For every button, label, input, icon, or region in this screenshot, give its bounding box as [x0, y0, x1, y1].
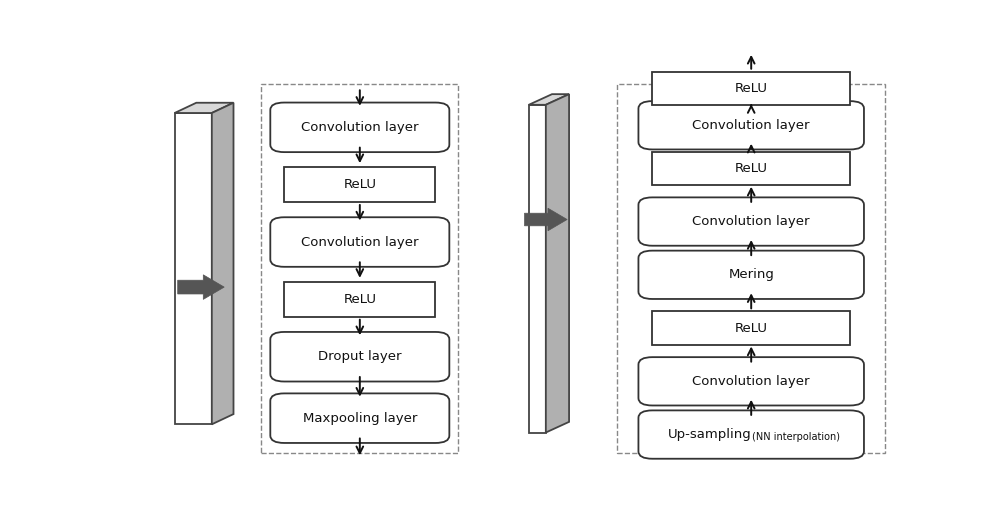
FancyBboxPatch shape [638, 251, 864, 299]
Polygon shape [525, 208, 567, 231]
FancyBboxPatch shape [270, 332, 449, 381]
Text: ReLU: ReLU [735, 321, 768, 335]
Polygon shape [546, 94, 569, 433]
Text: Mering: Mering [728, 268, 774, 281]
Text: Convolution layer: Convolution layer [692, 215, 810, 228]
FancyBboxPatch shape [270, 393, 449, 443]
Text: Convolution layer: Convolution layer [692, 119, 810, 132]
FancyBboxPatch shape [638, 101, 864, 149]
FancyBboxPatch shape [270, 103, 449, 152]
FancyBboxPatch shape [638, 410, 864, 459]
Text: ReLU: ReLU [735, 162, 768, 175]
Polygon shape [529, 94, 569, 105]
Text: ReLU: ReLU [343, 178, 376, 191]
Text: Convolution layer: Convolution layer [301, 236, 419, 248]
Text: ReLU: ReLU [735, 82, 768, 95]
FancyBboxPatch shape [270, 217, 449, 267]
Bar [261, 84, 458, 453]
FancyBboxPatch shape [284, 282, 435, 317]
FancyBboxPatch shape [652, 311, 850, 345]
Text: Convolution layer: Convolution layer [692, 375, 810, 388]
FancyBboxPatch shape [652, 152, 850, 185]
Polygon shape [529, 105, 546, 433]
FancyBboxPatch shape [638, 357, 864, 405]
FancyBboxPatch shape [638, 197, 864, 246]
Text: Up-sampling: Up-sampling [667, 428, 751, 441]
Text: ReLU: ReLU [343, 293, 376, 306]
Text: (NN interpolation): (NN interpolation) [752, 431, 840, 442]
Text: Maxpooling layer: Maxpooling layer [303, 412, 417, 425]
Polygon shape [175, 113, 212, 425]
Text: Droput layer: Droput layer [318, 350, 402, 363]
Bar [617, 84, 885, 453]
Polygon shape [178, 275, 224, 300]
Text: Convolution layer: Convolution layer [301, 121, 419, 134]
Polygon shape [175, 103, 234, 113]
Polygon shape [212, 103, 234, 425]
FancyBboxPatch shape [652, 72, 850, 105]
FancyBboxPatch shape [284, 167, 435, 202]
